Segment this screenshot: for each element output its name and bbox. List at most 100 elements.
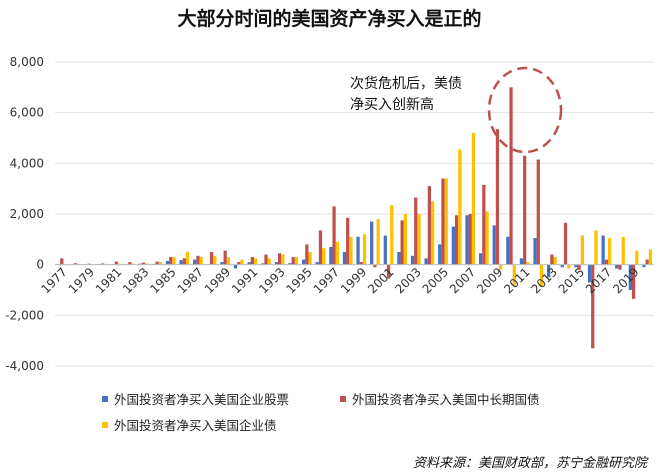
annotation-line-1: 次货危机后，美债	[350, 76, 462, 92]
legend-label: 外国投资者净买入美国企业股票	[114, 392, 290, 407]
x-tick-label: 1985	[147, 265, 178, 296]
x-tick-label: 2005	[420, 265, 451, 296]
bar	[220, 262, 224, 265]
bar	[645, 259, 649, 265]
bar	[128, 262, 132, 265]
x-tick-label: 2019	[610, 265, 641, 296]
bar	[342, 252, 347, 265]
bar	[417, 214, 421, 265]
bar	[332, 206, 336, 265]
bar	[294, 257, 299, 265]
annotation-line-2: 净买入创新高	[350, 97, 434, 113]
bar	[356, 236, 360, 265]
bar	[278, 253, 282, 265]
bar	[101, 263, 105, 265]
bar	[499, 264, 503, 270]
bar	[635, 250, 639, 265]
bar	[386, 264, 391, 279]
bar	[264, 254, 268, 265]
bar	[536, 159, 540, 265]
bar	[594, 230, 598, 265]
bar	[223, 250, 227, 265]
bar	[141, 262, 146, 265]
bar	[349, 236, 353, 265]
bar	[373, 264, 377, 268]
bar	[451, 226, 455, 265]
bar	[587, 264, 592, 283]
y-tick-label: 8,000	[10, 55, 44, 69]
bar	[117, 263, 122, 265]
x-tick-label: 1999	[338, 265, 369, 296]
y-tick-label: 4,000	[10, 156, 44, 170]
bar	[526, 262, 530, 265]
bar	[431, 201, 435, 265]
bar	[114, 261, 118, 265]
bar	[628, 264, 632, 290]
bar	[567, 264, 571, 269]
bar	[615, 264, 619, 269]
x-tick-label: 1989	[202, 265, 233, 296]
bar	[213, 255, 217, 265]
bar	[308, 252, 312, 265]
bar	[158, 262, 162, 265]
bar	[574, 264, 578, 268]
bar	[506, 236, 510, 265]
bar	[291, 257, 295, 265]
x-tick-label: 1983	[120, 265, 151, 296]
bar	[441, 178, 445, 265]
bar	[199, 257, 203, 265]
annotation-text: 次货危机后，美债 净买入创新高	[350, 74, 462, 116]
x-tick-label: 2007	[447, 265, 478, 296]
bar	[73, 263, 78, 265]
bar	[131, 263, 135, 265]
bar	[642, 264, 646, 268]
bar	[254, 258, 258, 265]
bar	[315, 262, 319, 265]
legend-item-treasuries: 外国投资者净买入美国中长期国债	[340, 389, 540, 408]
x-tick-label: 2017	[583, 265, 614, 296]
bar	[465, 215, 469, 265]
bar	[172, 257, 176, 265]
bar	[346, 217, 350, 265]
x-tick-label: 2011	[501, 265, 532, 296]
bar	[648, 249, 653, 265]
bar	[547, 264, 551, 278]
bar	[196, 255, 200, 265]
y-tick-label: -4,000	[5, 359, 44, 373]
bar	[179, 260, 183, 265]
y-axis-ticks: -4,000 -2,000 0 2,000 4,000 6,000 8,000	[5, 55, 44, 373]
bar	[305, 244, 309, 265]
bar	[397, 252, 401, 265]
bar	[492, 225, 496, 265]
legend-swatch	[340, 395, 346, 402]
bar	[267, 258, 271, 265]
bar	[359, 262, 363, 265]
bar	[145, 263, 149, 265]
bar	[274, 262, 278, 265]
bar	[165, 260, 170, 265]
legend-swatch	[102, 395, 108, 402]
bar	[410, 255, 415, 265]
bar	[427, 186, 431, 265]
x-tick-label: 1995	[283, 265, 314, 296]
x-tick-label: 1987	[175, 265, 206, 296]
bar	[618, 264, 622, 270]
x-tick-label: 1997	[311, 265, 342, 296]
bar	[591, 264, 595, 349]
bar	[250, 257, 255, 265]
bar	[362, 234, 367, 265]
bar	[376, 219, 380, 265]
bar	[155, 261, 159, 265]
legend-item-corporate-bonds: 外国投资者净买入美国企业债	[102, 415, 277, 434]
x-tick-label: 1981	[93, 265, 124, 296]
bar	[169, 257, 173, 265]
bar	[301, 259, 306, 265]
y-tick-label: 0	[36, 258, 44, 272]
x-tick-label: 1979	[66, 265, 97, 296]
bar	[560, 264, 564, 268]
bar	[553, 257, 557, 265]
bar	[370, 221, 374, 265]
chart-title: 大部分时间的美国资产净买入是正的	[177, 8, 482, 30]
bar	[577, 264, 581, 270]
